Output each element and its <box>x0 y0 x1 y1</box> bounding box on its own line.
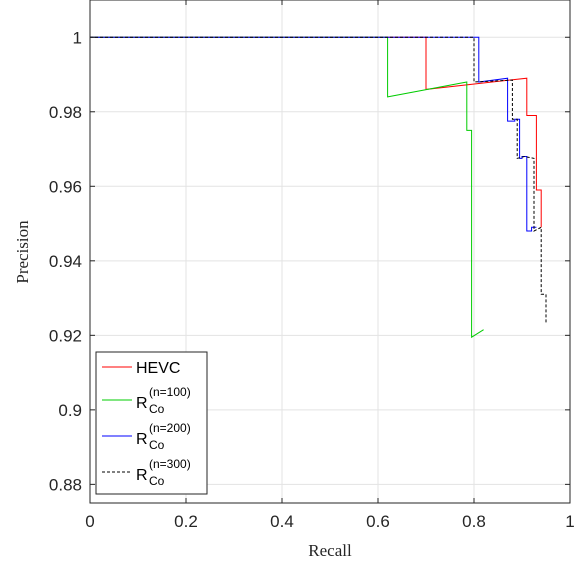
y-tick-label: 1 <box>73 28 82 47</box>
x-axis-label: Recall <box>308 541 352 560</box>
x-tick-label: 0 <box>85 512 94 531</box>
y-tick-label: 0.98 <box>49 103 82 122</box>
legend-label-sup-4: (n=300) <box>149 457 191 471</box>
x-tick-label: 0.6 <box>366 512 390 531</box>
legend-label-sub-2: Co <box>149 402 165 416</box>
x-tick-label: 0.4 <box>270 512 294 531</box>
legend-label-4: R <box>136 467 148 484</box>
x-tick-label: 1 <box>565 512 574 531</box>
legend-label-sup-2: (n=100) <box>149 385 191 399</box>
legend-label-3: R <box>136 431 148 448</box>
x-tick-label: 0.8 <box>462 512 486 531</box>
x-tick-label: 0.2 <box>174 512 198 531</box>
y-tick-label: 0.92 <box>49 326 82 345</box>
legend-label-sub-4: Co <box>149 474 165 488</box>
legend-label-sub-3: Co <box>149 438 165 452</box>
y-tick-label: 0.94 <box>49 252 82 271</box>
y-tick-label: 0.88 <box>49 475 82 494</box>
y-tick-label: 0.96 <box>49 177 82 196</box>
legend-label-2: R <box>136 395 148 412</box>
legend-label-sup-3: (n=200) <box>149 421 191 435</box>
legend-label-1: HEVC <box>136 360 180 377</box>
y-axis-label: Precision <box>13 220 32 284</box>
y-tick-label: 0.9 <box>58 401 82 420</box>
